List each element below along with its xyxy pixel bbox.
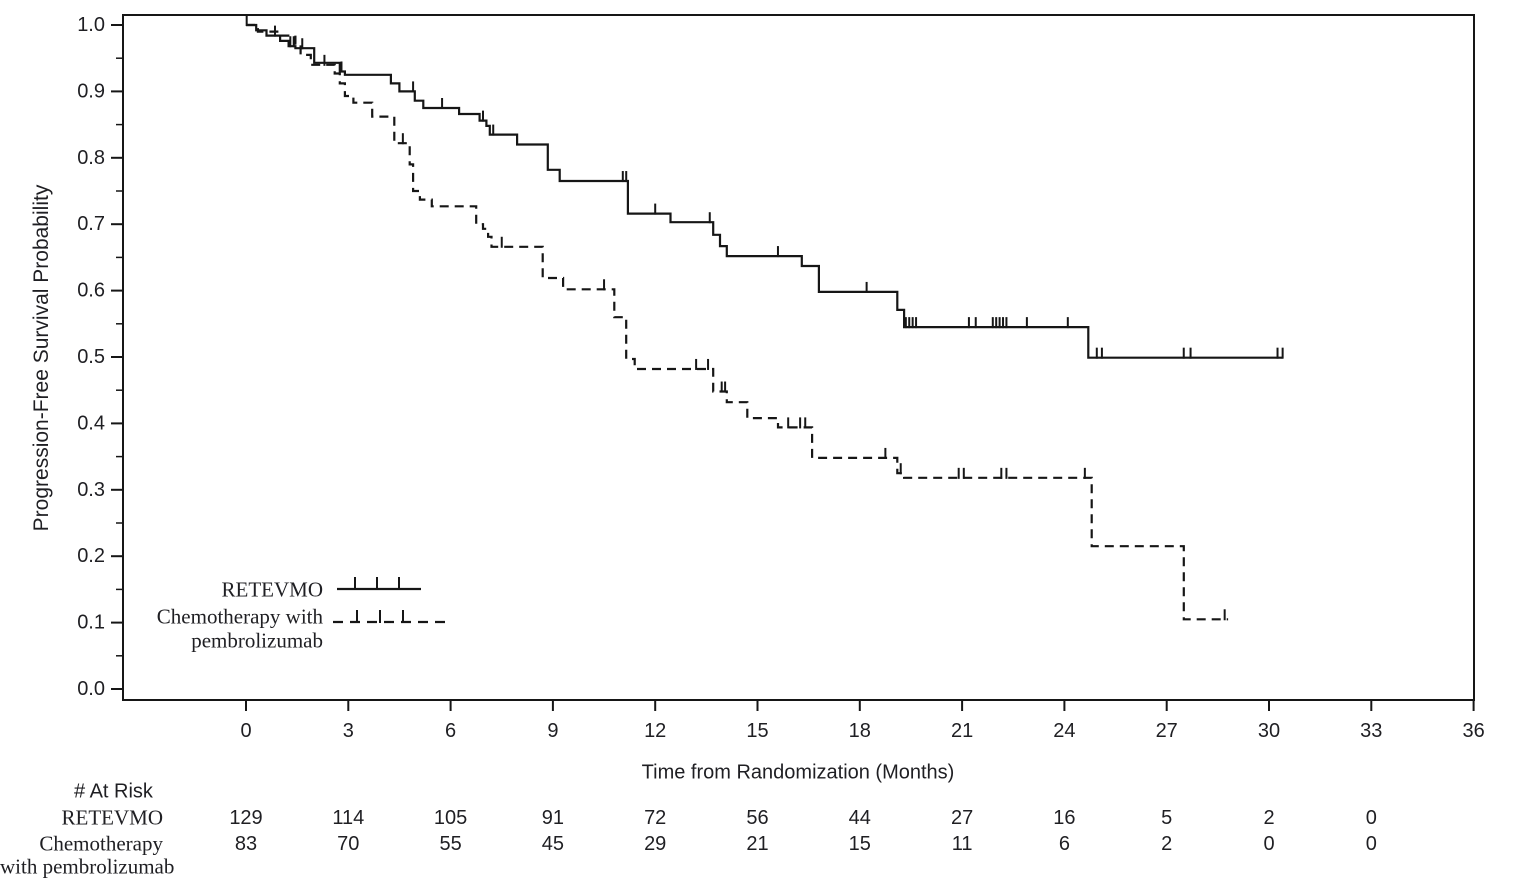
y-tick-label: 0.5 xyxy=(77,346,105,368)
y-tick-label: 0.4 xyxy=(77,412,105,434)
at-risk-count: 56 xyxy=(746,807,768,829)
x-tick-label: 3 xyxy=(343,720,354,742)
at-risk-count: 0 xyxy=(1263,833,1274,855)
x-tick-label: 12 xyxy=(644,720,666,742)
at-risk-count: 5 xyxy=(1161,807,1172,829)
y-axis-title: Progression-Free Survival Probability xyxy=(30,184,53,532)
x-tick-label: 21 xyxy=(951,720,973,742)
legend-label-retevmo: RETEVMO xyxy=(221,577,324,602)
y-tick-label: 0.9 xyxy=(77,80,105,102)
x-tick-label: 36 xyxy=(1462,720,1484,742)
at-risk-count: 105 xyxy=(434,807,467,829)
x-tick-label: 0 xyxy=(240,720,251,742)
x-tick-label: 6 xyxy=(445,720,456,742)
chemo-curve xyxy=(246,23,1229,621)
chemo-curve-group xyxy=(246,23,1229,621)
y-tick-label: 0.6 xyxy=(77,280,105,302)
at-risk-header: # At Risk xyxy=(74,780,153,803)
at-risk-count: 0 xyxy=(1366,807,1377,829)
at-risk-count: 44 xyxy=(849,807,871,829)
x-tick-label: 30 xyxy=(1258,720,1280,742)
y-tick-label: 0.3 xyxy=(77,479,105,501)
at-risk-row-label-chemo-line1: Chemotherapy xyxy=(39,831,163,856)
at-risk-count: 83 xyxy=(235,833,257,855)
at-risk-count: 129 xyxy=(229,807,262,829)
y-tick-label: 0.0 xyxy=(77,678,105,700)
at-risk-row-label-chemo-line2: with pembrolizumab xyxy=(0,854,175,879)
at-risk-count: 27 xyxy=(951,807,973,829)
at-risk-count: 11 xyxy=(952,833,973,855)
legend-label-chemo-line2: pembrolizumab xyxy=(191,628,323,653)
x-axis-title: Time from Randomization (Months) xyxy=(641,761,955,784)
y-tick-label: 0.2 xyxy=(77,545,105,567)
legend-label-chemo-line1: Chemotherapy with xyxy=(156,604,323,629)
y-tick-label: 1.0 xyxy=(77,14,105,36)
at-risk-count: 2 xyxy=(1161,833,1172,855)
at-risk-count: 91 xyxy=(542,807,564,829)
at-risk-count: 21 xyxy=(746,833,768,855)
retevmo-curve-group xyxy=(245,15,1284,359)
legend-symbols xyxy=(333,577,447,624)
y-tick-label: 0.1 xyxy=(77,612,105,634)
y-tick-label: 0.7 xyxy=(77,213,105,235)
at-risk-count: 72 xyxy=(644,807,666,829)
y-axis: 0.0 0.1 0.2 0.3 0.4 0.5 0.6 0.7 0.8 0.9 1.0 xyxy=(77,14,123,700)
at-risk-count: 15 xyxy=(849,833,871,855)
x-tick-label: 18 xyxy=(849,720,871,742)
x-tick-label: 33 xyxy=(1360,720,1382,742)
at-risk-count: 55 xyxy=(439,833,461,855)
x-tick-label: 27 xyxy=(1156,720,1178,742)
x-tick-label: 15 xyxy=(746,720,768,742)
retevmo-curve xyxy=(246,23,1283,359)
at-risk-count: 29 xyxy=(644,833,666,855)
at-risk-count: 70 xyxy=(337,833,359,855)
at-risk-row-label-retevmo: RETEVMO xyxy=(61,805,164,830)
at-risk-count: 114 xyxy=(332,807,364,829)
at-risk-count: 0 xyxy=(1366,833,1377,855)
x-tick-label: 24 xyxy=(1053,720,1075,742)
at-risk-count: 45 xyxy=(542,833,564,855)
x-axis: 0 3 6 9 12 15 18 21 24 27 30 33 36 xyxy=(240,700,1485,742)
at-risk-count: 2 xyxy=(1263,807,1274,829)
y-tick-label: 0.8 xyxy=(77,147,105,169)
x-tick-label: 9 xyxy=(547,720,558,742)
at-risk-counts: 129 114 105 91 72 56 44 27 16 5 2 0 83 70 55 45 29 21 15 11… xyxy=(229,807,1377,855)
at-risk-count: 6 xyxy=(1059,833,1070,855)
at-risk-count: 16 xyxy=(1053,807,1075,829)
